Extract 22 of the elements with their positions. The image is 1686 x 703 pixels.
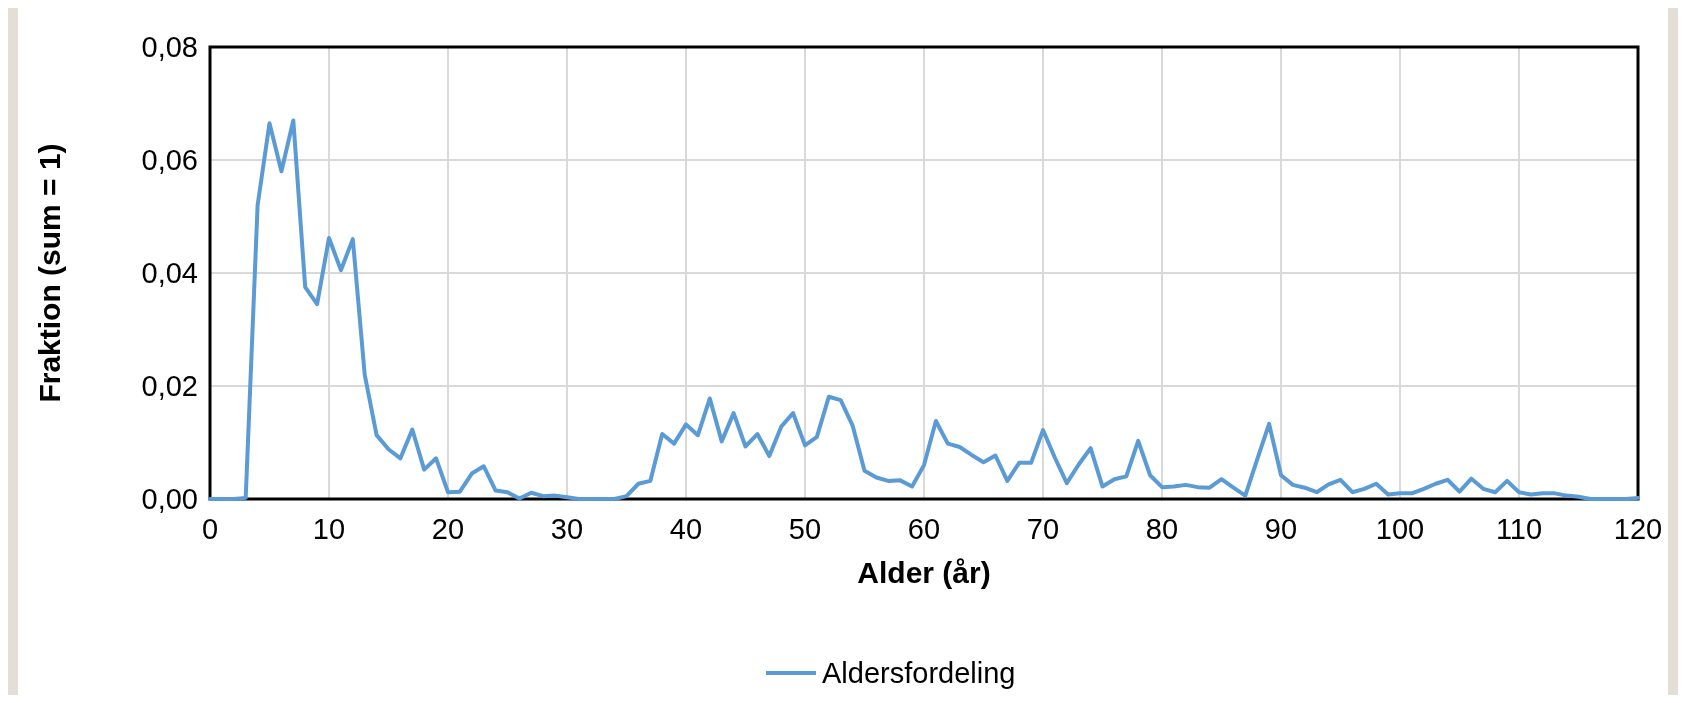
x-tick-label: 80: [1145, 513, 1179, 545]
x-tick-label: 0: [201, 513, 219, 545]
line-series: [208, 118, 1640, 501]
x-tick-label: 30: [550, 513, 584, 545]
x-tick-label: 60: [907, 513, 941, 545]
legend-label: Aldersfordeling: [822, 657, 1016, 689]
x-tick-label: 90: [1264, 513, 1298, 545]
y-tick-label: 0,08: [141, 31, 198, 64]
x-tick-label: 10: [312, 513, 346, 545]
x-axis-title: Alder (år): [857, 556, 991, 589]
x-tick-label: 50: [788, 513, 822, 545]
y-tick-label: 0,00: [141, 483, 198, 516]
x-tick-label: 70: [1026, 513, 1060, 545]
y-axis-title: Fraktion (sum = 1): [33, 143, 66, 403]
x-tick-label: 100: [1375, 513, 1425, 545]
x-tick-label: 110: [1495, 513, 1543, 545]
y-tick-label: 0,02: [141, 370, 198, 403]
y-tick-label: 0,06: [141, 144, 198, 177]
y-tick-label: 0,04: [141, 257, 198, 290]
x-tick-label: 40: [669, 513, 703, 545]
x-tick-label: 20: [431, 513, 465, 545]
x-tick-label: 120: [1613, 513, 1663, 545]
